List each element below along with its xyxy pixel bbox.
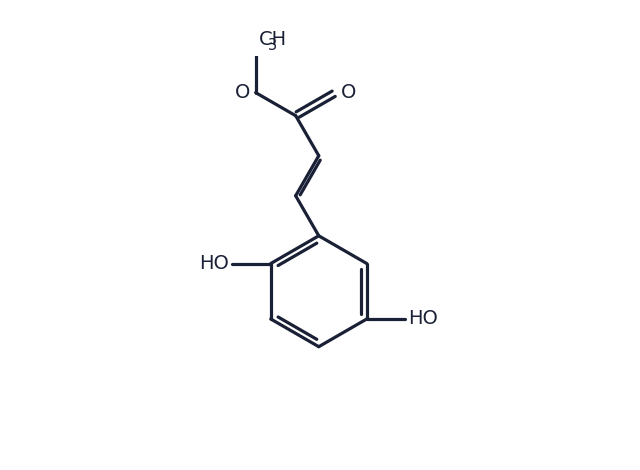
Text: HO: HO <box>408 309 438 329</box>
Text: O: O <box>341 83 356 102</box>
Text: 3: 3 <box>268 38 277 53</box>
Text: HO: HO <box>199 254 229 273</box>
Text: CH: CH <box>259 31 287 49</box>
Text: O: O <box>235 83 250 102</box>
